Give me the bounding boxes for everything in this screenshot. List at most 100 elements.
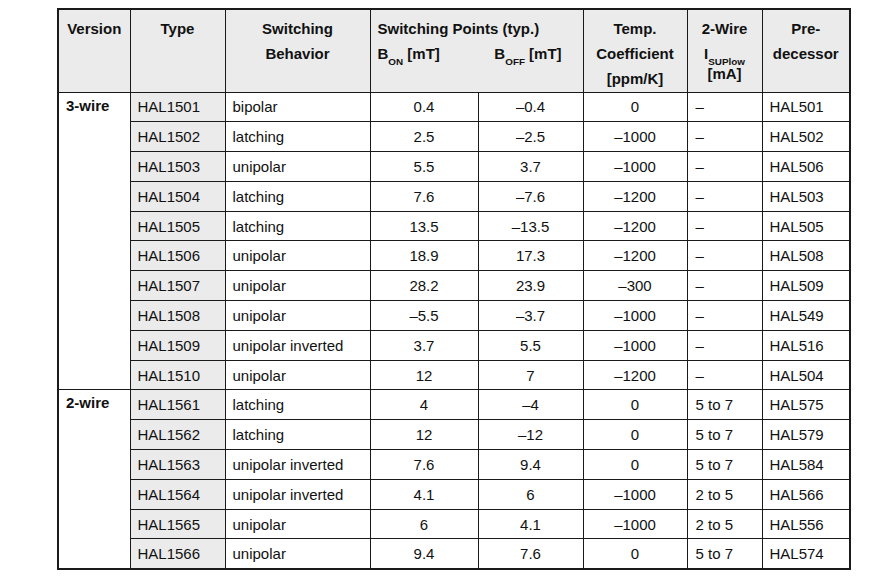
predecessor-cell: HAL556 (762, 509, 850, 539)
header-2wire-line1: 2-Wire (692, 16, 758, 41)
bon-value-cell: 4.1 (370, 479, 478, 509)
bon-value-cell: 12 (370, 360, 478, 390)
isup-current-cell: – (687, 301, 762, 331)
hal-sensor-table: Version Type Switching Behavior Switchin… (57, 8, 851, 570)
type-cell: HAL1507 (130, 271, 225, 301)
predecessor-cell: HAL502 (762, 122, 850, 152)
isup-current-cell: 5 to 7 (687, 420, 762, 450)
type-cell: HAL1501 (130, 92, 225, 122)
table-row: HAL1563unipolar inverted7.69.405 to 7HAL… (58, 450, 850, 480)
header-pre-line1: Pre- (767, 16, 846, 41)
behavior-cell: bipolar (225, 92, 370, 122)
table-row: HAL1502latching2.5–2.5–1000–HAL502 (58, 122, 850, 152)
behavior-cell: unipolar inverted (225, 330, 370, 360)
table-row: HAL1505latching13.5–13.5–1200–HAL505 (58, 211, 850, 241)
header-type: Type (130, 9, 225, 92)
boff-value-cell: 23.9 (478, 271, 583, 301)
behavior-cell: unipolar (225, 241, 370, 271)
header-behavior-line1: Switching (230, 16, 366, 41)
header-behavior-line2: Behavior (230, 41, 366, 66)
temp-coefficient-cell: 0 (583, 92, 687, 122)
temp-coefficient-cell: –1000 (583, 152, 687, 182)
version-group-label: 3-wire (58, 92, 130, 390)
header-switching-points-title: Switching Points (typ.) (378, 16, 579, 41)
table-row: 2-wireHAL1561latching4–405 to 7HAL575 (58, 390, 850, 420)
behavior-cell: latching (225, 122, 370, 152)
isup-current-cell: 2 to 5 (687, 509, 762, 539)
isup-current-cell: – (687, 241, 762, 271)
temp-coefficient-cell: –1200 (583, 181, 687, 211)
type-cell: HAL1505 (130, 211, 225, 241)
temp-coefficient-cell: 0 (583, 390, 687, 420)
boff-value-cell: 6 (478, 479, 583, 509)
behavior-cell: unipolar (225, 360, 370, 390)
table-row: HAL1566unipolar9.47.605 to 7HAL574 (58, 539, 850, 569)
header-row: Version Type Switching Behavior Switchin… (58, 9, 850, 92)
bon-value-cell: 3.7 (370, 330, 478, 360)
predecessor-cell: HAL574 (762, 539, 850, 569)
table-row: HAL1506unipolar18.917.3–1200–HAL508 (58, 241, 850, 271)
boff-value-cell: 5.5 (478, 330, 583, 360)
behavior-cell: latching (225, 420, 370, 450)
temp-coefficient-cell: –1000 (583, 301, 687, 331)
behavior-cell: unipolar (225, 271, 370, 301)
bon-value-cell: 5.5 (370, 152, 478, 182)
temp-coefficient-cell: –1000 (583, 122, 687, 152)
isup-current-cell: – (687, 330, 762, 360)
header-switching-points: Switching Points (typ.) BON [mT] BOFF [m… (370, 9, 583, 92)
type-cell: HAL1508 (130, 301, 225, 331)
datasheet-table-region: Version Type Switching Behavior Switchin… (57, 8, 851, 570)
predecessor-cell: HAL501 (762, 92, 850, 122)
boff-value-cell: –12 (478, 420, 583, 450)
type-cell: HAL1566 (130, 539, 225, 569)
temp-coefficient-cell: –1200 (583, 211, 687, 241)
table-row: HAL1510unipolar127–1200–HAL504 (58, 360, 850, 390)
boff-value-cell: 3.7 (478, 152, 583, 182)
type-cell: HAL1561 (130, 390, 225, 420)
bon-value-cell: 28.2 (370, 271, 478, 301)
header-bon-label: BON [mT] (378, 41, 478, 66)
predecessor-cell: HAL566 (762, 479, 850, 509)
header-temp-line2: Coefficient (588, 41, 683, 66)
header-switching-points-subrow: BON [mT] BOFF [mT] (378, 41, 579, 66)
isup-current-cell: – (687, 211, 762, 241)
temp-coefficient-cell: 0 (583, 539, 687, 569)
predecessor-cell: HAL579 (762, 420, 850, 450)
boff-value-cell: –2.5 (478, 122, 583, 152)
type-cell: HAL1563 (130, 450, 225, 480)
type-cell: HAL1502 (130, 122, 225, 152)
boff-value-cell: 7.6 (478, 539, 583, 569)
bon-value-cell: 6 (370, 509, 478, 539)
boff-value-cell: –3.7 (478, 301, 583, 331)
table-row: HAL1504latching7.6–7.6–1200–HAL503 (58, 181, 850, 211)
type-cell: HAL1510 (130, 360, 225, 390)
behavior-cell: latching (225, 181, 370, 211)
header-predecessor: Pre- decessor (762, 9, 850, 92)
isup-current-cell: – (687, 92, 762, 122)
temp-coefficient-cell: 0 (583, 420, 687, 450)
predecessor-cell: HAL549 (762, 301, 850, 331)
table-row: HAL1507unipolar28.223.9–300–HAL509 (58, 271, 850, 301)
table-row: HAL1562latching12–1205 to 7HAL579 (58, 420, 850, 450)
bon-value-cell: 12 (370, 420, 478, 450)
header-temp-coefficient: Temp. Coefficient [ppm/K] (583, 9, 687, 92)
predecessor-cell: HAL509 (762, 271, 850, 301)
type-cell: HAL1506 (130, 241, 225, 271)
header-temp-line1: Temp. (588, 16, 683, 41)
header-2wire-isup: 2-Wire ISUPlow [mA] (687, 9, 762, 92)
predecessor-cell: HAL503 (762, 181, 850, 211)
bon-value-cell: 9.4 (370, 539, 478, 569)
bon-value-cell: 0.4 (370, 92, 478, 122)
table-row: HAL1509unipolar inverted3.75.5–1000–HAL5… (58, 330, 850, 360)
isup-current-cell: 2 to 5 (687, 479, 762, 509)
isup-current-cell: – (687, 360, 762, 390)
behavior-cell: unipolar (225, 301, 370, 331)
table-row: HAL1503unipolar5.53.7–1000–HAL506 (58, 152, 850, 182)
temp-coefficient-cell: –1200 (583, 241, 687, 271)
isup-current-cell: 5 to 7 (687, 390, 762, 420)
boff-value-cell: –4 (478, 390, 583, 420)
table-row: HAL1565unipolar64.1–10002 to 5HAL556 (58, 509, 850, 539)
boff-value-cell: –13.5 (478, 211, 583, 241)
isup-current-cell: – (687, 271, 762, 301)
predecessor-cell: HAL504 (762, 360, 850, 390)
